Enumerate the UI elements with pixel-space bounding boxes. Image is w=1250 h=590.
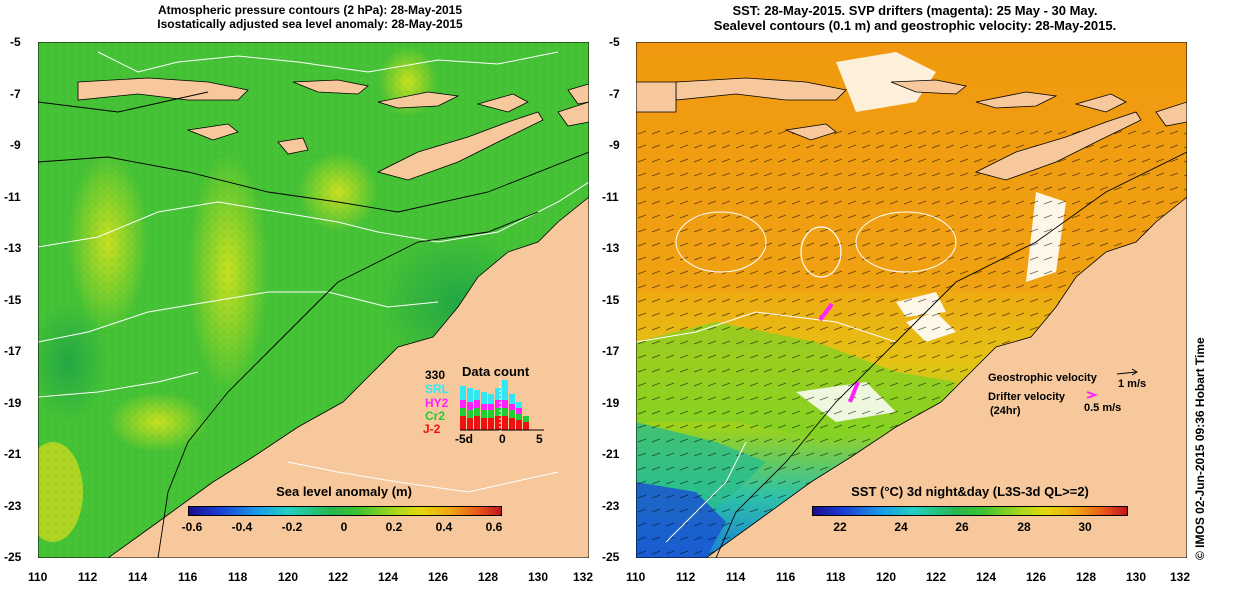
sla-colorbar-tick: 0.2 xyxy=(385,520,403,534)
lon-tick: 132 xyxy=(573,570,594,584)
lat-tick: -11 xyxy=(4,190,21,204)
lat-tick: -5 xyxy=(609,35,620,49)
lon-tick: 130 xyxy=(528,570,549,584)
lat-tick: -5 xyxy=(10,35,21,49)
drifter-velocity-sub: (24hr) xyxy=(990,405,1021,417)
lon-tick: 122 xyxy=(926,570,947,584)
lon-tick: 128 xyxy=(1076,570,1097,584)
lat-tick: -9 xyxy=(609,138,620,152)
lon-tick: 124 xyxy=(378,570,399,584)
sla-colorbar-tick: 0.6 xyxy=(485,520,503,534)
sst-colorbar-tick: 28 xyxy=(1017,520,1031,534)
sla-map xyxy=(38,42,589,558)
lon-tick: 122 xyxy=(328,570,349,584)
lon-tick: 130 xyxy=(1126,570,1147,584)
sla-colorbar-tick: 0.4 xyxy=(435,520,453,534)
hist-bars xyxy=(460,380,529,430)
sat-label-srl: SRL xyxy=(425,382,449,396)
right-title-line1: SST: 28-May-2015. SVP drifters (magenta)… xyxy=(732,3,1098,18)
lat-tick: -25 xyxy=(602,550,620,564)
lat-tick: -19 xyxy=(602,396,620,410)
drifter-velocity-label: Drifter velocity xyxy=(988,391,1066,403)
data-count-histogram xyxy=(460,378,544,434)
lat-tick: -7 xyxy=(10,87,21,101)
sst-colorbar-tick: 24 xyxy=(894,520,908,534)
lon-tick: 118 xyxy=(826,570,846,584)
lon-tick: 110 xyxy=(626,570,646,584)
left-title-line1: Atmospheric pressure contours (2 hPa): 2… xyxy=(157,3,463,17)
data-count-max: 330 xyxy=(425,368,446,382)
lat-tick: -13 xyxy=(602,241,620,255)
lon-tick: 114 xyxy=(128,570,148,584)
right-title-line2: Sealevel contours (0.1 m) and geostrophi… xyxy=(713,18,1117,33)
lon-tick: 112 xyxy=(78,570,98,584)
lat-tick: -21 xyxy=(4,447,22,461)
lat-tick: -17 xyxy=(602,344,620,358)
lon-tick: 116 xyxy=(178,570,198,584)
sst-colorbar-title: SST (°C) 3d night&day (L3S-3d QL>=2) xyxy=(851,484,1089,499)
sst-map xyxy=(636,42,1187,558)
lat-tick: -11 xyxy=(602,190,619,204)
sat-label-hy2: HY2 xyxy=(425,396,449,410)
lat-tick: -9 xyxy=(10,138,21,152)
lat-tick: -23 xyxy=(4,499,22,513)
sst-colorbar-tick: 26 xyxy=(955,520,969,534)
geo-velocity-value: 1 m/s xyxy=(1118,378,1147,390)
sat-label-j2: J-2 xyxy=(423,422,441,436)
lon-tick: 118 xyxy=(228,570,248,584)
sla-colorbar-tick: -0.2 xyxy=(281,520,303,534)
lat-tick: -15 xyxy=(4,293,22,307)
lon-tick: 128 xyxy=(478,570,499,584)
lon-tick: 126 xyxy=(428,570,449,584)
lat-tick: -23 xyxy=(602,499,620,513)
lat-tick: -17 xyxy=(4,344,22,358)
lon-tick: 124 xyxy=(976,570,997,584)
lon-tick: 116 xyxy=(776,570,796,584)
lon-tick: 120 xyxy=(876,570,897,584)
imos-credit: © IMOS 02-Jun-2015 09:36 Hobart Time xyxy=(1193,337,1207,560)
lon-tick: 132 xyxy=(1170,570,1191,584)
drifter-velocity-value: 0.5 m/s xyxy=(1084,402,1122,414)
lat-tick: -19 xyxy=(4,396,22,410)
hist-xtick: -5d xyxy=(455,432,473,446)
sst-colorbar xyxy=(812,506,1128,516)
lon-tick: 126 xyxy=(1026,570,1047,584)
hist-xtick: 0 xyxy=(499,432,506,446)
sla-colorbar-tick: -0.4 xyxy=(231,520,253,534)
geo-velocity-arrow-icon xyxy=(1116,368,1138,376)
lat-tick: -13 xyxy=(4,241,22,255)
left-title: Atmospheric pressure contours (2 hPa): 2… xyxy=(100,3,520,31)
lon-tick: 110 xyxy=(28,570,48,584)
left-title-line2: Isostatically adjusted sea level anomaly… xyxy=(157,17,463,31)
lat-tick: -21 xyxy=(602,447,620,461)
lon-tick: 112 xyxy=(676,570,696,584)
sst-colorbar-tick: 30 xyxy=(1078,520,1092,534)
sst-colorbar-tick: 22 xyxy=(833,520,847,534)
lat-tick: -15 xyxy=(602,293,620,307)
right-title: SST: 28-May-2015. SVP drifters (magenta)… xyxy=(655,3,1175,33)
sla-colorbar-title: Sea level anomaly (m) xyxy=(276,484,412,499)
hist-xtick: 5 xyxy=(536,432,543,446)
sla-colorbar xyxy=(188,506,502,516)
geo-velocity-label: Geostrophic velocity xyxy=(988,372,1097,384)
lon-tick: 114 xyxy=(726,570,746,584)
sat-label-cr2: Cr2 xyxy=(425,409,446,423)
lon-tick: 120 xyxy=(278,570,299,584)
data-count-title: Data count xyxy=(462,364,530,379)
sla-colorbar-tick: -0.6 xyxy=(181,520,203,534)
sla-colorbar-tick: 0 xyxy=(340,520,348,534)
lat-tick: -25 xyxy=(4,550,22,564)
lat-tick: -7 xyxy=(609,87,620,101)
drifter-velocity-arrow-icon xyxy=(1086,391,1098,399)
